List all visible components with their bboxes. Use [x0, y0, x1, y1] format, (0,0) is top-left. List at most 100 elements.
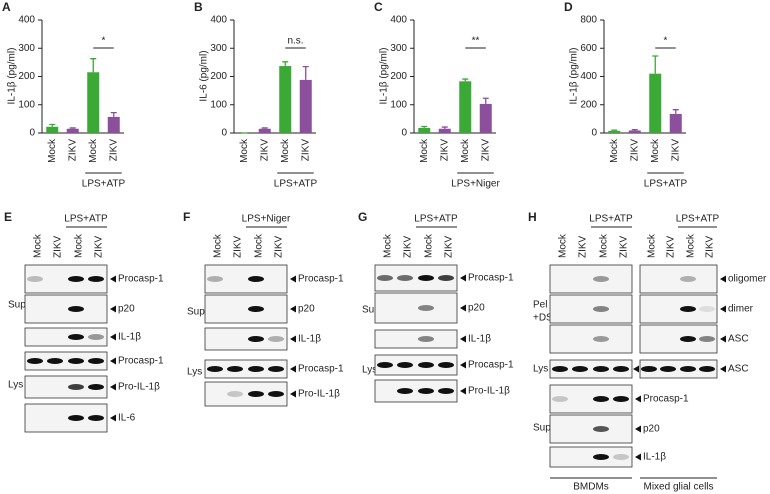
arrowhead	[635, 453, 641, 461]
bar	[66, 128, 79, 133]
lane-label: Mock	[33, 233, 44, 258]
x-tick-label: Mock	[88, 138, 99, 163]
band	[88, 415, 104, 421]
section-label: Sup	[187, 307, 205, 318]
arrowhead	[460, 361, 466, 369]
blot-strip	[204, 264, 288, 294]
band	[593, 426, 609, 432]
arrowhead	[720, 275, 726, 283]
section-label: Lys	[533, 364, 548, 375]
bar	[279, 66, 292, 133]
error-bar	[652, 55, 659, 74]
error-bar	[462, 78, 469, 82]
x-tick-label: ZIKV	[439, 139, 450, 162]
blot-strip	[549, 446, 633, 468]
band	[68, 334, 84, 340]
error-bar	[482, 97, 489, 104]
band	[593, 336, 609, 342]
band	[418, 336, 434, 342]
band-label: dimer	[728, 304, 754, 315]
lane-label: ZIKV	[233, 235, 244, 258]
blot-strip	[24, 294, 108, 324]
x-tick-label: ZIKV	[259, 139, 270, 162]
band	[593, 306, 609, 312]
lane-label: ZIKV	[666, 235, 677, 258]
section-label: Pel	[533, 300, 547, 311]
blot-strip	[549, 414, 633, 444]
band-label: p20	[298, 304, 315, 315]
blot-strip	[374, 379, 458, 403]
error-bar	[611, 129, 618, 131]
blot-strip	[24, 327, 108, 347]
bar	[649, 73, 662, 133]
arrowhead	[635, 395, 641, 403]
band	[27, 276, 43, 282]
band	[660, 366, 676, 372]
section-label: Lys	[8, 380, 23, 391]
panel-label: F	[183, 210, 190, 224]
x-tick-label: Mock	[280, 138, 291, 163]
band	[47, 358, 63, 364]
arrowhead	[290, 275, 296, 283]
error-bar	[302, 65, 309, 80]
band-label: p20	[118, 304, 135, 315]
band	[613, 454, 629, 460]
y-tick-label: 300	[18, 43, 35, 54]
band	[680, 306, 696, 312]
x-tick-label: Mock	[460, 138, 471, 163]
y-tick-label: 800	[580, 15, 597, 26]
band	[207, 276, 223, 282]
y-tick-label: 200	[210, 71, 227, 82]
panel-label: C	[374, 0, 383, 14]
blot-strip	[549, 294, 633, 324]
arrowhead	[110, 383, 116, 391]
section-label: Sup	[533, 423, 551, 434]
lane-label: Mock	[599, 233, 610, 258]
error-bar	[90, 58, 97, 73]
band	[27, 358, 43, 364]
bar	[299, 79, 312, 133]
treatment-label: LPS+ATP	[414, 214, 458, 225]
arrowhead	[460, 335, 466, 343]
panel-label: A	[2, 0, 11, 14]
band	[680, 276, 696, 282]
band-label: IL-6	[118, 413, 136, 424]
band	[248, 336, 264, 342]
band	[680, 336, 696, 342]
band	[68, 358, 84, 364]
band	[88, 334, 104, 340]
lane-label: ZIKV	[444, 235, 455, 258]
bar	[107, 116, 120, 133]
arrowhead	[633, 365, 639, 373]
blot-strip	[549, 359, 633, 379]
bar	[459, 81, 472, 133]
band	[418, 362, 434, 368]
band	[88, 358, 104, 364]
panel-label: E	[4, 210, 12, 224]
band	[593, 276, 609, 282]
band-label: Procasp-1	[298, 274, 344, 285]
lane-label: ZIKV	[705, 235, 716, 258]
y-tick-label: 0	[401, 128, 407, 139]
lane-label: ZIKV	[403, 235, 414, 258]
band-label: Pro-IL-1β	[118, 382, 160, 393]
y-tick-label: 400	[580, 71, 597, 82]
band	[68, 306, 84, 312]
band	[268, 336, 284, 342]
lane-label: Mock	[213, 233, 224, 258]
band	[377, 362, 393, 368]
section-label: Lys	[362, 365, 377, 376]
arrowhead	[635, 425, 641, 433]
panel-label: D	[564, 0, 573, 14]
band	[68, 415, 84, 421]
band-label: Pro-IL-1β	[298, 389, 340, 400]
band	[438, 362, 454, 368]
band	[68, 276, 84, 282]
band	[88, 384, 104, 390]
band-label: ASC	[728, 364, 749, 375]
error-bar	[261, 127, 268, 129]
bar	[418, 127, 431, 133]
band	[438, 275, 454, 281]
band	[268, 391, 284, 397]
band-label: oligomer	[728, 274, 767, 285]
